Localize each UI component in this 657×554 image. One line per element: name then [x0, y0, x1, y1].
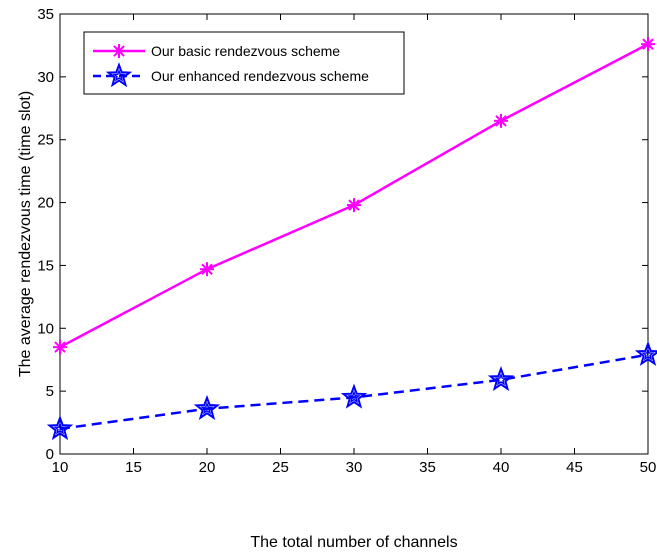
data-point-asterisk	[494, 113, 508, 128]
data-point-asterisk	[53, 340, 67, 355]
data-point-star	[487, 365, 515, 392]
x-tick-label: 20	[199, 459, 216, 476]
y-axis-ticks: 0 5 10 15 20 25 30 35	[37, 6, 648, 463]
legend-box	[83, 31, 405, 95]
x-axis-ticks: 10 15 20 25 30 35 40 45 50	[52, 14, 657, 476]
y-tick-label: 15	[37, 257, 54, 274]
y-tick-label: 10	[37, 320, 54, 337]
x-axis-label: The total number of channels	[250, 534, 457, 551]
y-tick-label: 35	[37, 6, 54, 23]
y-tick-label: 5	[46, 383, 54, 400]
x-tick-label: 35	[419, 459, 436, 476]
legend-label-2: Our enhanced rendezvous scheme	[151, 68, 369, 84]
x-tick-label: 10	[52, 459, 69, 476]
data-point-asterisk	[200, 262, 214, 277]
y-axis-label: The average rendezvous time (time slot)	[17, 91, 34, 377]
data-point-star	[105, 62, 133, 88]
y-tick-label: 25	[37, 132, 54, 149]
data-point-star	[634, 340, 657, 366]
y-tick-label: 20	[37, 195, 54, 212]
data-point-star	[193, 394, 221, 420]
x-tick-label: 15	[125, 459, 142, 476]
legend: Our basic rendezvous scheme Our enhanced …	[83, 31, 405, 95]
y-tick-label: 30	[37, 69, 54, 86]
legend-label-1: Our basic rendezvous scheme	[151, 43, 340, 59]
x-tick-label: 45	[566, 459, 583, 476]
y-tick-label: 0	[46, 446, 54, 463]
x-tick-label: 40	[493, 459, 510, 476]
data-point-asterisk	[641, 37, 655, 52]
x-tick-label: 30	[346, 459, 363, 476]
series-layer	[46, 37, 657, 441]
series-line-2	[59, 353, 649, 431]
data-point-asterisk	[112, 44, 126, 58]
data-point-asterisk	[347, 198, 361, 213]
x-tick-label: 25	[272, 459, 289, 476]
x-tick-label: 50	[640, 459, 657, 476]
data-point-star	[46, 414, 74, 441]
data-point-star	[340, 383, 368, 409]
